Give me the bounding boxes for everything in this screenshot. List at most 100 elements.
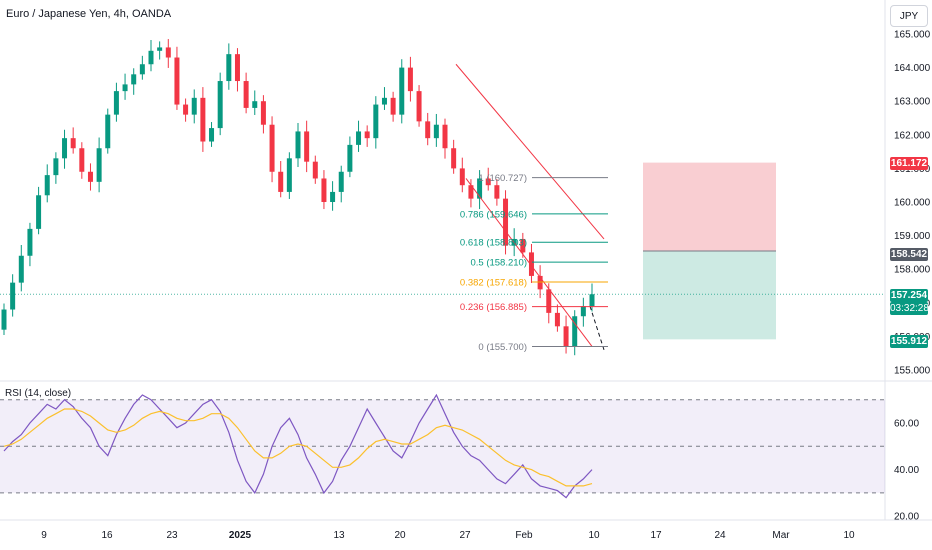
candle-body bbox=[312, 161, 318, 179]
candle-body bbox=[44, 175, 50, 196]
candle-body bbox=[494, 185, 500, 199]
target-badge: 155.912 bbox=[890, 335, 928, 348]
candle-body bbox=[252, 101, 258, 108]
candle-body bbox=[537, 275, 543, 290]
candle-body bbox=[200, 97, 206, 142]
candle-body bbox=[503, 198, 509, 246]
candle-body bbox=[572, 316, 578, 347]
candle-body bbox=[165, 47, 171, 58]
candle-body bbox=[226, 54, 232, 82]
symbol-title: Euro / Japanese Yen, 4h, OANDA bbox=[6, 8, 172, 20]
candle-body bbox=[183, 104, 189, 115]
time-axis-tick: 16 bbox=[101, 530, 113, 541]
candle-body bbox=[191, 97, 197, 115]
candle-body bbox=[390, 97, 396, 115]
price-axis-tick: 160.000 bbox=[894, 198, 931, 209]
candle-body bbox=[27, 228, 33, 256]
price-axis-tick: 159.000 bbox=[894, 231, 931, 242]
candle-body bbox=[278, 171, 284, 192]
channel-lower bbox=[465, 178, 593, 347]
candle-body bbox=[139, 64, 145, 75]
candle-body bbox=[105, 114, 111, 149]
candle-body bbox=[243, 81, 249, 108]
time-axis-tick: Mar bbox=[772, 530, 790, 541]
candle-body bbox=[36, 195, 42, 229]
candle-body bbox=[321, 178, 327, 202]
rsi-axis-tick: 20.00 bbox=[894, 512, 919, 523]
candle-body bbox=[269, 124, 275, 172]
rsi-axis-tick: 40.00 bbox=[894, 465, 919, 476]
time-axis-tick: 10 bbox=[588, 530, 600, 541]
candle-body bbox=[260, 101, 266, 125]
time-axis-tick: 13 bbox=[333, 530, 345, 541]
time-axis-tick: 2025 bbox=[229, 530, 252, 541]
rsi-line bbox=[3, 393, 593, 499]
candle-body bbox=[174, 57, 180, 105]
candle-body bbox=[1, 309, 7, 330]
fib-level-label: 0.236 (156.885) bbox=[460, 302, 527, 313]
candle-body bbox=[407, 67, 413, 92]
price-axis-tick: 158.000 bbox=[894, 265, 931, 276]
time-axis-tick: 10 bbox=[843, 530, 855, 541]
candle-body bbox=[580, 306, 586, 317]
last-price-badge: 157.254 bbox=[890, 289, 928, 302]
candle-body bbox=[373, 104, 379, 139]
candle-body bbox=[399, 67, 405, 115]
candle-body bbox=[451, 148, 457, 169]
candle-body bbox=[157, 47, 163, 51]
fib-level-label: 0.382 (157.618) bbox=[460, 278, 527, 289]
candle-body bbox=[304, 131, 310, 162]
candle-body bbox=[18, 255, 24, 283]
entry-badge: 158.542 bbox=[890, 248, 928, 261]
candle-body bbox=[554, 312, 560, 327]
time-axis-tick: 27 bbox=[459, 530, 471, 541]
candle-body bbox=[425, 121, 431, 139]
rsi-ma-line bbox=[3, 408, 593, 487]
candle-body bbox=[546, 289, 552, 313]
candle-body bbox=[477, 178, 483, 199]
candle-body bbox=[330, 191, 336, 202]
candle-body bbox=[53, 158, 59, 176]
time-axis-tick: 24 bbox=[714, 530, 726, 541]
candle-body bbox=[209, 128, 215, 142]
time-axis-tick: 17 bbox=[650, 530, 662, 541]
loss-zone bbox=[643, 162, 776, 251]
time-axis-tick: 23 bbox=[166, 530, 178, 541]
candle-body bbox=[433, 124, 439, 139]
candle-body bbox=[217, 81, 223, 129]
candle-body bbox=[528, 252, 534, 276]
candle-body bbox=[295, 131, 301, 159]
projection-dashed bbox=[589, 306, 605, 350]
candle-body bbox=[122, 84, 128, 92]
candle-body bbox=[589, 294, 595, 307]
time-axis-tick: 20 bbox=[394, 530, 406, 541]
candle-body bbox=[347, 144, 353, 172]
fib-level-label: 0.5 (158.210) bbox=[470, 258, 527, 269]
candle-body bbox=[234, 54, 240, 82]
candle-body bbox=[381, 97, 387, 105]
profit-zone bbox=[643, 250, 776, 340]
candle-body bbox=[131, 74, 137, 85]
price-axis-tick: 165.000 bbox=[894, 30, 931, 41]
rsi-indicator-title[interactable]: RSI (14, close) bbox=[5, 388, 72, 399]
candle-body bbox=[113, 91, 119, 115]
candle-body bbox=[468, 185, 474, 199]
channel-upper bbox=[455, 63, 605, 240]
candle-body bbox=[338, 171, 344, 192]
candle-body bbox=[442, 124, 448, 149]
candle-body bbox=[520, 238, 526, 253]
fib-level-label: 0.618 (158.803) bbox=[460, 238, 527, 249]
fib-level-label: 0.786 (159.646) bbox=[460, 209, 527, 220]
candle-body bbox=[286, 158, 292, 192]
time-axis-tick: Feb bbox=[515, 530, 533, 541]
price-axis-tick: 163.000 bbox=[894, 97, 931, 108]
currency-button[interactable]: JPY bbox=[890, 5, 928, 27]
candle-body bbox=[364, 131, 370, 139]
candle-body bbox=[563, 326, 569, 347]
stop-loss-badge: 161.172 bbox=[890, 157, 928, 170]
candle-body bbox=[87, 171, 93, 182]
fib-level-label: 0 (155.700) bbox=[478, 342, 527, 353]
candle-body bbox=[356, 131, 362, 145]
